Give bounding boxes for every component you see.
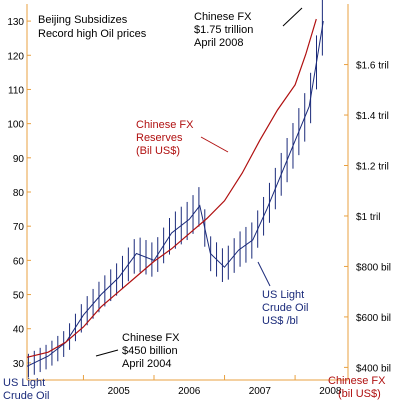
chart-title: Beijing Subsidizes [38,14,128,26]
left-tick-label: 90 [13,154,25,165]
left-tick-label: 80 [13,188,25,199]
left-axis-title-line2: Crude Oil [3,390,49,402]
right-tick-label: $1.4 tril [356,111,389,122]
left-tick-label: 70 [13,222,25,233]
x-tick-label: 2007 [249,386,272,397]
oil-label-line3: US$ /bl [262,315,298,327]
right-tick-label: $600 bil [356,313,391,324]
chart-subtitle: Record high Oil prices [38,28,147,40]
left-axis-title-line1: US Light [3,377,45,389]
fx-reserves-label-line3: (Bil US$) [136,145,180,157]
oil-label-pointer [257,261,271,287]
right-tick-label: $1.2 tril [356,162,389,173]
fx-top-annotation-line3: April 2008 [194,37,244,49]
fx-reserves-line [26,18,317,358]
fx-bottom-annotation-line1: Chinese FX [122,332,180,344]
fx-bottom-pointer [95,349,119,357]
x-axis-ticks: 2005 2006 2007 2008 [82,375,342,397]
left-tick-label: 100 [7,120,24,131]
x-tick-label: 2005 [108,386,131,397]
left-tick-label: 30 [13,359,25,370]
x-tick-label: 2008 [319,386,342,397]
fx-reserves-label-line2: Reserves [136,132,183,144]
right-axis-ticks: $400 bil $600 bil $800 bil $1 tril $1.2 tril… [344,61,391,374]
oil-label-line1: US Light [262,289,304,301]
left-tick-label: 40 [13,325,25,336]
fx-top-pointer [282,7,303,27]
left-axis-ticks: 30 40 50 60 70 80 90 100 110 120 130 [7,17,31,370]
x-tick-label: 2006 [178,386,201,397]
left-tick-label: 110 [8,85,24,96]
right-axis-title-line1: Chinese FX [328,375,386,387]
fx-bottom-annotation-line2: $450 billion [122,345,178,357]
fx-reserves-pointer [200,136,229,153]
right-tick-label: $400 bil [356,363,391,374]
fx-reserves-label-line1: Chinese FX [136,119,194,131]
right-tick-label: $1.6 tril [356,61,389,72]
fx-top-annotation-line2: $1.75 trillion [194,24,253,36]
oil-price-line [26,21,324,367]
fx-top-annotation-line1: Chinese FX [194,11,252,23]
fx-bottom-annotation-line3: April 2004 [122,358,172,370]
left-tick-label: 120 [7,51,24,62]
right-tick-label: $1 tril [356,212,380,223]
left-tick-label: 60 [13,256,25,267]
left-tick-label: 50 [13,291,25,302]
oil-label-line2: Crude Oil [262,302,308,314]
right-tick-label: $800 bil [356,262,391,273]
left-tick-label: 130 [7,17,24,28]
right-axis-title-line2: (bil US$) [338,388,381,400]
